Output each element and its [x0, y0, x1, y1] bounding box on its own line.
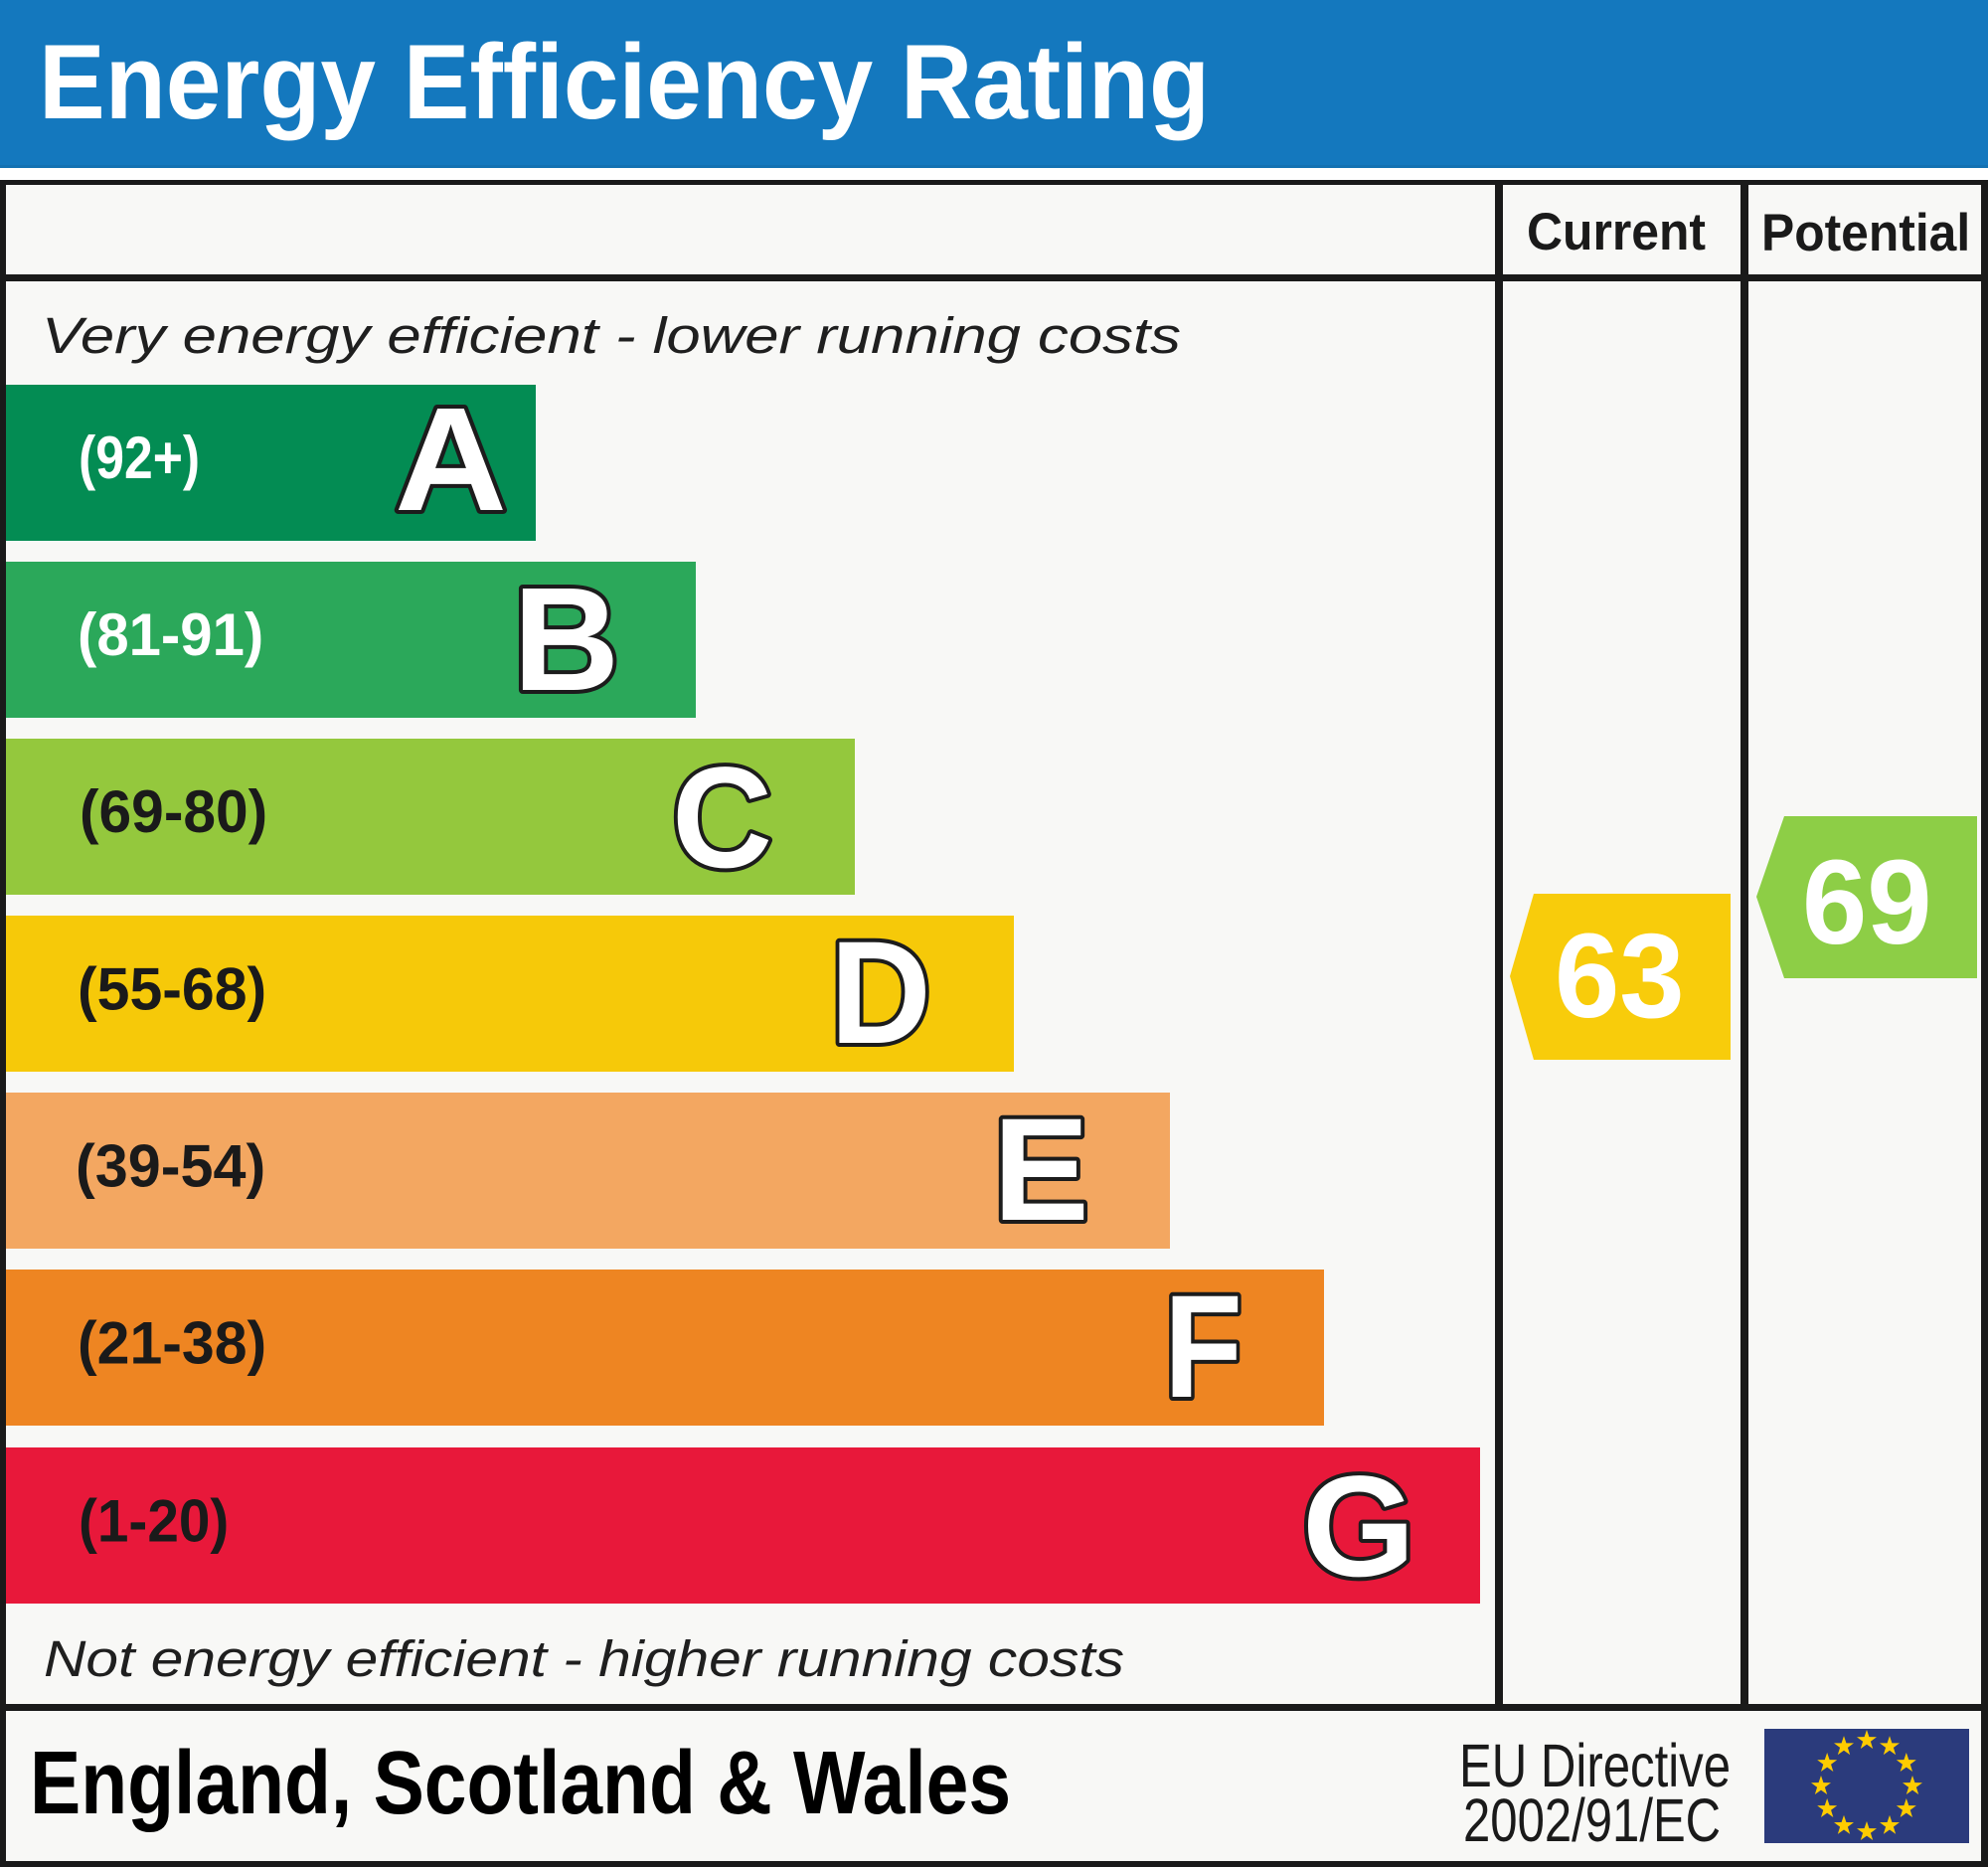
svg-text:D: D: [830, 912, 931, 1075]
svg-text:63: 63: [1555, 909, 1685, 1043]
svg-text:(92+): (92+): [79, 424, 200, 491]
svg-text:G: G: [1302, 1445, 1415, 1607]
svg-text:F: F: [1164, 1266, 1242, 1429]
svg-text:Current: Current: [1527, 203, 1706, 261]
svg-text:69: 69: [1802, 835, 1932, 969]
svg-text:(21-38): (21-38): [78, 1310, 266, 1377]
svg-text:(1-20): (1-20): [79, 1488, 229, 1555]
svg-text:England, Scotland & Wales: England, Scotland & Wales: [30, 1734, 1011, 1833]
svg-text:A: A: [395, 378, 507, 542]
svg-text:Not energy efficient - higher: Not energy efficient - higher running co…: [44, 1630, 1124, 1687]
svg-text:(39-54): (39-54): [76, 1133, 265, 1200]
svg-text:(81-91): (81-91): [78, 601, 263, 668]
svg-text:Energy Efficiency Rating: Energy Efficiency Rating: [39, 22, 1210, 141]
svg-text:Potential: Potential: [1761, 204, 1970, 262]
svg-text:(55-68): (55-68): [78, 956, 266, 1023]
svg-text:(69-80): (69-80): [80, 778, 267, 845]
svg-text:2002/91/EC: 2002/91/EC: [1463, 1786, 1721, 1855]
svg-text:C: C: [672, 737, 772, 898]
svg-text:Very energy efficient - lower: Very energy efficient - lower running co…: [42, 307, 1181, 364]
svg-text:B: B: [513, 558, 619, 722]
svg-text:E: E: [993, 1089, 1089, 1252]
svg-text:EU Directive: EU Directive: [1459, 1732, 1731, 1800]
